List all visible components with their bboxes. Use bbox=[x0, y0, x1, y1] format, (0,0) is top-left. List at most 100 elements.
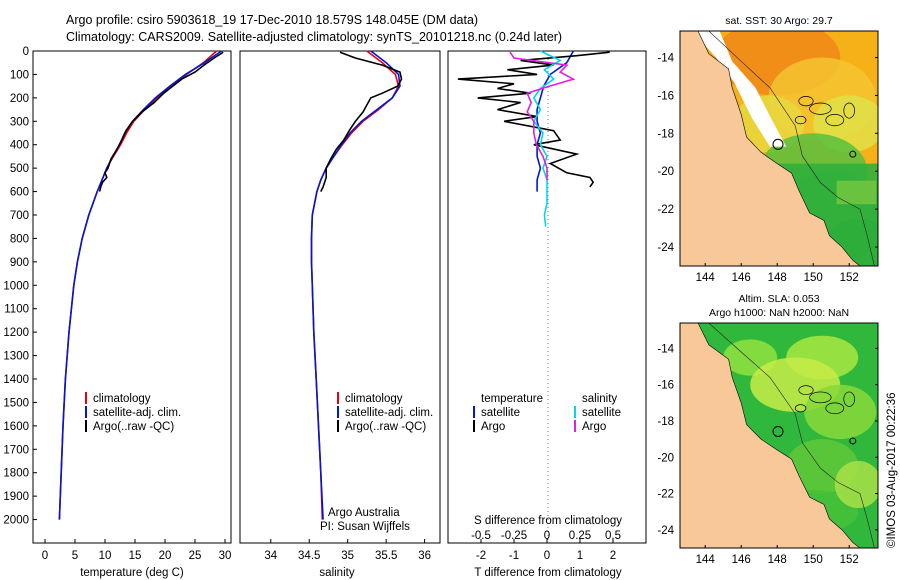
lat-tick-label: -16 bbox=[657, 90, 674, 102]
lon-tick-label: 148 bbox=[768, 272, 787, 284]
x-tick-label: 1 bbox=[577, 550, 583, 562]
reef-outline bbox=[825, 402, 845, 415]
difference-legend: temperature salinity satellite Argo sate… bbox=[473, 393, 621, 433]
t-difference-label: T difference from climatology bbox=[474, 567, 621, 579]
sla-map-image bbox=[680, 323, 878, 548]
temperature-legend: climatology satellite-adj. clim. Argo(..… bbox=[85, 392, 181, 433]
x-tick-label: 2 bbox=[610, 550, 616, 562]
depth-tick-label: 200 bbox=[10, 93, 29, 105]
series-line-salinity-satellite bbox=[532, 50, 562, 227]
sla-map-title-line2: Argo h1000: NaN h2000: NaN bbox=[709, 307, 849, 319]
salinity-legend: climatology satellite-adj. clim. Argo(..… bbox=[337, 392, 433, 433]
depth-tick-label: 2000 bbox=[3, 515, 29, 527]
lon-tick-label: 152 bbox=[840, 554, 859, 566]
lat-tick-label: -14 bbox=[657, 53, 674, 65]
legend-satellite-label: satellite-adj. clim. bbox=[93, 407, 181, 419]
top-tick-label: 0 bbox=[544, 530, 550, 542]
lat-tick-label: -18 bbox=[657, 128, 674, 140]
temperature-depth-axis: 0 100 200 300 400 500 600 700 800 900 1000 1100 1200… bbox=[3, 46, 37, 527]
depth-tick-label: 300 bbox=[10, 116, 29, 128]
sst-map-title: sat. SST: 30 Argo: 29.7 bbox=[725, 15, 833, 27]
legend-argo-label: Argo(..raw -QC) bbox=[345, 421, 426, 433]
x-tick-label: 34.5 bbox=[298, 550, 320, 562]
sst-map-frame bbox=[679, 30, 879, 267]
x-tick-label: 20 bbox=[159, 550, 172, 562]
depth-contour bbox=[708, 31, 875, 266]
lat-tick-label: -14 bbox=[657, 343, 674, 355]
lat-tick-label: -22 bbox=[657, 204, 674, 216]
series-line-satellite-adj-clim- bbox=[310, 50, 401, 520]
x-tick-label: -2 bbox=[476, 550, 486, 562]
x-tick-label: 25 bbox=[189, 550, 202, 562]
no-data-strip bbox=[692, 31, 787, 147]
legend-satellite-label: satellite-adj. clim. bbox=[345, 407, 433, 419]
series-line-argo-raw-qc- bbox=[98, 51, 224, 192]
legend-climatology-label: climatology bbox=[93, 393, 151, 405]
difference-plot-frame bbox=[447, 50, 647, 544]
depth-tick-label: 400 bbox=[10, 140, 29, 152]
map-marker bbox=[849, 150, 857, 158]
reef-outline bbox=[825, 114, 845, 127]
field-blob bbox=[804, 384, 877, 440]
australia-landmass bbox=[680, 31, 861, 266]
x-tick-label: 15 bbox=[129, 550, 142, 562]
australia-landmass bbox=[680, 323, 861, 548]
depth-tick-label: 1700 bbox=[3, 444, 29, 456]
legend-salinity-satellite-label: satellite bbox=[582, 407, 621, 419]
figure-title-line1: Argo profile: csiro 5903618_19 17-Dec-20… bbox=[66, 13, 478, 27]
series-line-satellite-adj-clim- bbox=[58, 50, 222, 520]
map-marker bbox=[849, 437, 857, 445]
x-tick-label: 5 bbox=[72, 550, 78, 562]
temperature-plot-frame bbox=[32, 50, 232, 544]
temperature-panel: 0100200300400500600700800900100011001200… bbox=[3, 46, 232, 579]
field-blob bbox=[836, 180, 877, 205]
salinity-series bbox=[310, 50, 403, 520]
sst-map-image bbox=[680, 31, 878, 266]
reef-outline bbox=[843, 102, 855, 119]
depth-tick-label: 1200 bbox=[3, 327, 29, 339]
depth-tick-label: 0 bbox=[23, 46, 29, 58]
depth-tick-label: 900 bbox=[10, 257, 29, 269]
sla-map-panel: Altim. SLA: 0.053 Argo h1000: NaN h2000:… bbox=[657, 293, 879, 566]
top-tick-label: -0.5 bbox=[471, 530, 491, 542]
lon-tick-label: 148 bbox=[768, 554, 787, 566]
lon-tick-label: 152 bbox=[840, 272, 859, 284]
lon-tick-label: 144 bbox=[696, 554, 716, 566]
series-line-temperature-satellite bbox=[536, 50, 575, 192]
lon-tick-label: 146 bbox=[732, 554, 751, 566]
legend-climatology-label: climatology bbox=[345, 393, 403, 405]
salinity-panel: 34 34.5 35 35.5 36 climatology satellite-adj… bbox=[239, 50, 441, 579]
lat-tick-label: -22 bbox=[657, 489, 674, 501]
reef-outline bbox=[843, 391, 855, 407]
salinity-plot-frame bbox=[239, 50, 441, 544]
field-blob bbox=[834, 460, 878, 509]
x-tick-label: 36 bbox=[418, 550, 431, 562]
series-line-temperature-argo bbox=[457, 51, 610, 188]
figure-title-line2: Climatology: CARS2009. Satellite-adjuste… bbox=[66, 30, 562, 44]
lat-tick-label: -16 bbox=[657, 380, 674, 392]
lat-tick-label: -18 bbox=[657, 416, 674, 428]
series-line-salinity-argo bbox=[509, 51, 576, 180]
s-difference-label: S difference from climatology bbox=[474, 515, 622, 527]
sla-map-axes: 144 146 148 150 152 -14 -16 -18 -20 -22 -24 bbox=[657, 343, 878, 566]
x-tick-label: 0 bbox=[544, 550, 550, 562]
reef-outline bbox=[794, 115, 807, 125]
sla-map-frame bbox=[679, 322, 879, 549]
difference-series bbox=[457, 50, 610, 227]
lat-tick-label: -24 bbox=[657, 242, 674, 254]
lat-tick-label: -24 bbox=[657, 525, 674, 537]
depth-tick-label: 700 bbox=[10, 210, 29, 222]
reef-outline bbox=[798, 96, 814, 107]
argo-float-marker bbox=[772, 138, 784, 150]
difference-panel: temperature salinity satellite Argo sate… bbox=[447, 50, 647, 579]
depth-tick-label: 1900 bbox=[3, 491, 29, 503]
depth-tick-label: 1800 bbox=[3, 468, 29, 480]
sst-map-axes: 144 146 148 150 152 -14 -16 -18 -20 -22 -24 bbox=[657, 53, 878, 284]
depth-tick-label: 100 bbox=[10, 69, 29, 81]
s-difference-axis: -0.5 -0.25 0 0.25 0.5 bbox=[471, 530, 621, 542]
reef-outline bbox=[809, 102, 832, 115]
lon-tick-label: 150 bbox=[804, 272, 823, 284]
legend-salinity-title: salinity bbox=[582, 393, 617, 405]
x-tick-label: 35 bbox=[341, 550, 354, 562]
